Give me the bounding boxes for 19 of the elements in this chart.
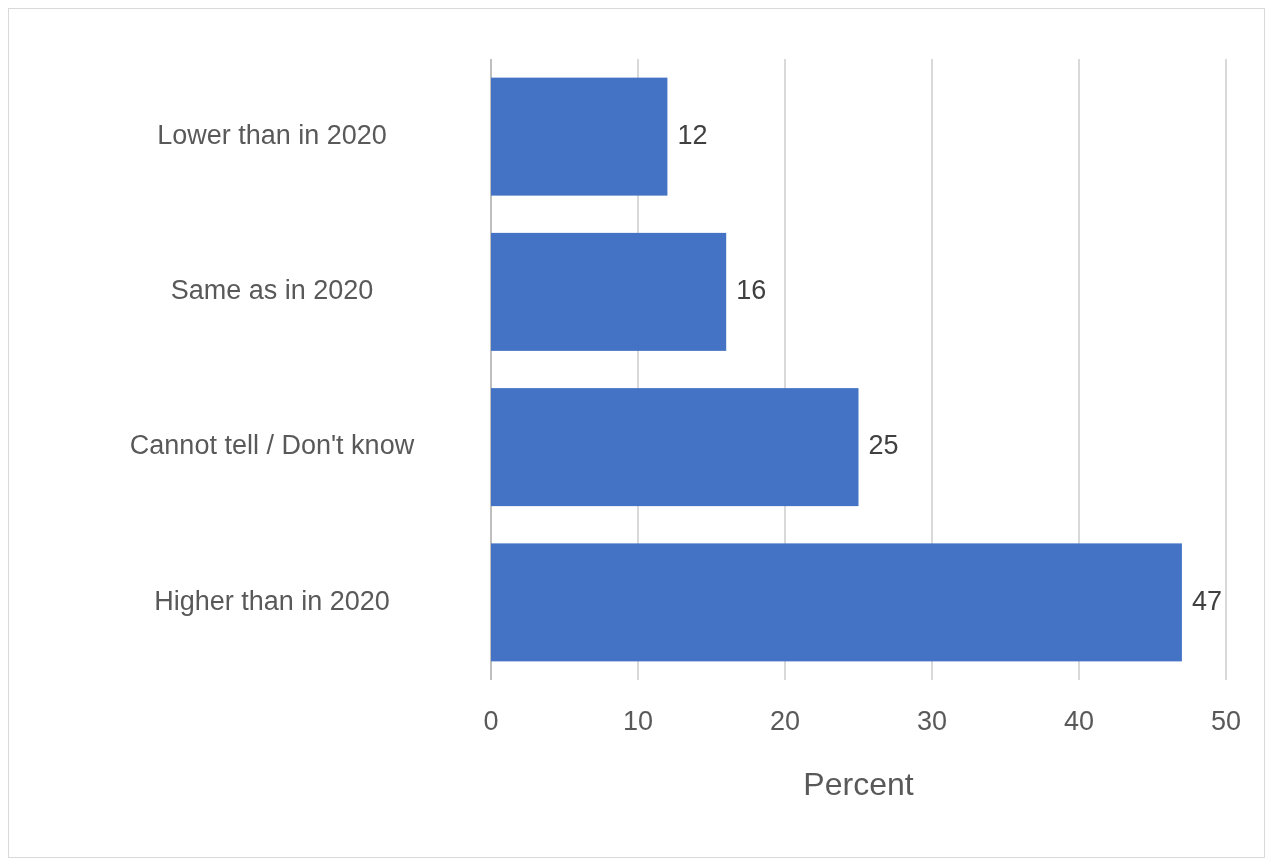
bar	[491, 232, 727, 351]
y-tick-label: Higher than in 2020	[154, 585, 390, 616]
y-tick-label: Cannot tell / Don't know	[129, 430, 415, 461]
bar	[491, 77, 668, 196]
x-tick-label: 50	[1210, 706, 1242, 736]
x-axis-title: Percent	[803, 766, 914, 802]
x-tick-label: 40	[1063, 706, 1095, 736]
data-label: 47	[1191, 585, 1222, 616]
data-label: 16	[736, 275, 767, 305]
bar	[491, 388, 859, 507]
x-tick-label: 0	[483, 706, 499, 736]
data-label: 12	[677, 119, 708, 150]
bar	[491, 543, 1182, 662]
x-tick-label: 30	[916, 706, 948, 736]
y-tick-label: Same as in 2020	[170, 275, 374, 305]
x-tick-label: 10	[622, 706, 654, 736]
data-label: 25	[868, 430, 899, 461]
y-tick-label: Lower than in 2020	[157, 119, 387, 150]
x-tick-label: 20	[769, 706, 801, 736]
